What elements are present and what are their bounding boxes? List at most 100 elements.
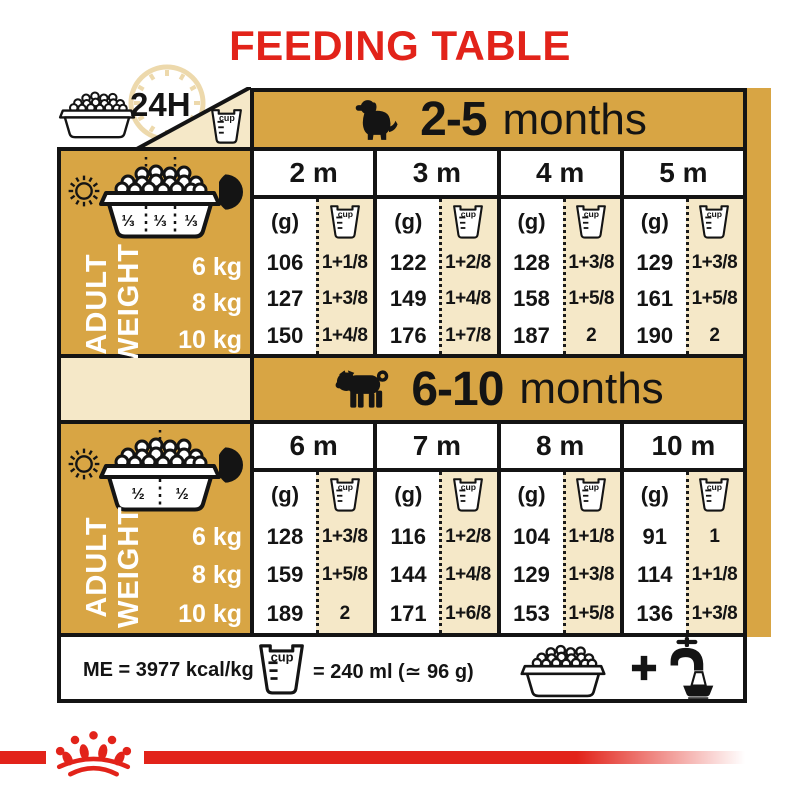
- sun-icon: [65, 172, 103, 210]
- cups-value: 1+1/8: [691, 564, 738, 586]
- cups-value: 1: [709, 526, 720, 548]
- section1-left-panel: ⅓ ⅓ ⅓ ADULT WEIGHT 6 kg 8 kg 10 kg: [57, 147, 250, 365]
- cups-value: 1+3/8: [691, 602, 738, 624]
- measuring-cup-icon: cup: [329, 202, 360, 242]
- grams-value: 127: [266, 286, 304, 312]
- month-label: 2 m: [254, 151, 374, 195]
- adult-pug-icon: [333, 368, 395, 410]
- grams-value: 161: [636, 286, 674, 312]
- cups-value: 2: [709, 324, 720, 346]
- grams-value: 187: [513, 322, 550, 348]
- svg-text:cup: cup: [337, 482, 352, 492]
- grams-value: 129: [513, 562, 550, 588]
- age-range: 2-5: [420, 93, 487, 146]
- grams-value: 116: [390, 524, 427, 550]
- red-stripe-right: [144, 751, 745, 764]
- age-range-unit: months: [502, 94, 647, 144]
- svg-text:cup: cup: [584, 209, 599, 219]
- measuring-cup-icon: cup: [576, 202, 607, 242]
- grams-value: 122: [389, 250, 427, 276]
- cups-value: 1+5/8: [568, 288, 614, 310]
- cups-value: 1+3/8: [321, 288, 368, 310]
- weight-row-label: 8 kg: [191, 289, 242, 317]
- section-header-2-5-months: 2-5 months: [250, 88, 747, 151]
- svg-text:cup: cup: [219, 113, 235, 123]
- food-bowl-icon: [56, 88, 138, 140]
- grams-unit-label: (g): [640, 209, 669, 234]
- grams-value: 171: [389, 600, 427, 626]
- measuring-cup-icon: cup: [452, 202, 483, 242]
- grams-value: 128: [513, 250, 550, 276]
- grams-value: 149: [389, 286, 427, 312]
- royal-canin-crown-logo: [45, 727, 142, 777]
- cups-value: 1+2/8: [445, 252, 491, 274]
- weight-row-label: 6 kg: [191, 523, 242, 551]
- portion-label: ⅓: [184, 213, 197, 230]
- grams-value: 128: [266, 524, 304, 550]
- weight-row-label: 10 kg: [178, 600, 242, 628]
- svg-text:cup: cup: [707, 209, 722, 219]
- month-label: 5 m: [623, 151, 743, 195]
- grams-value: 129: [636, 250, 674, 276]
- cups-value: 1+3/8: [691, 252, 738, 274]
- section-header-6-10-months: 6-10 months: [250, 358, 747, 424]
- age-range-unit: months: [519, 364, 664, 413]
- grams-value: 114: [637, 562, 673, 588]
- red-stripe-left: [0, 751, 46, 764]
- section2-month-row: 6 m 7 m 8 m 10 m: [250, 424, 747, 472]
- weight-row-label: 8 kg: [191, 561, 242, 589]
- grams-value: 176: [389, 322, 427, 348]
- cups-value: 1+2/8: [445, 526, 491, 548]
- portion-label: ⅓: [121, 213, 134, 230]
- cups-value: 1+1/8: [321, 252, 368, 274]
- cups-value: 1+3/8: [568, 252, 614, 274]
- cups-value: 1+4/8: [321, 324, 368, 346]
- portion-bowl-thirds: ⅓ ⅓ ⅓: [99, 157, 221, 239]
- grams-value: 104: [513, 524, 550, 550]
- metabolizable-energy-label: ME = 3977 kcal/kg: [83, 659, 254, 681]
- month-label: 7 m: [377, 424, 497, 468]
- month-label: 10 m: [623, 424, 743, 468]
- cups-value: 1+4/8: [445, 564, 491, 586]
- sun-icon: [65, 445, 103, 483]
- svg-text:cup: cup: [271, 650, 294, 665]
- grams-unit-label: (g): [270, 209, 300, 234]
- measuring-cup-icon: cup: [452, 475, 483, 515]
- puppy-icon: [350, 98, 404, 142]
- grams-value: 136: [636, 600, 674, 626]
- month-data-cell: (g) cup 128 1+3/8 158 1+5/8 187 2: [500, 199, 620, 354]
- plus-icon: [631, 655, 657, 681]
- month-data-cell: (g) cup 129 1+3/8 161 1+5/8 190 2: [623, 199, 743, 354]
- cups-value: 1+6/8: [445, 602, 491, 624]
- grams-unit-label: (g): [394, 209, 423, 234]
- water-tap-icon: [661, 637, 717, 699]
- section2-left-panel: ½ ½ ADULT WEIGHT 6 kg 8 kg 10 kg: [57, 424, 250, 637]
- portion-label: ⅓: [153, 213, 166, 230]
- grams-value: 159: [266, 562, 304, 588]
- cups-value: 1+5/8: [321, 564, 368, 586]
- month-data-cell: (g) cup 116 1+2/8 144 1+4/8 171 1+6/8: [377, 472, 497, 633]
- section1-month-row: 2 m 3 m 4 m 5 m: [250, 151, 747, 199]
- section2-data-grid: (g) cup 128 1+3/8 159 1+5/8 189 2 (g) cu…: [250, 472, 747, 637]
- grams-value: 150: [266, 322, 304, 348]
- measuring-cup-icon: cup: [699, 475, 730, 515]
- section1-data-grid: (g) cup 106 1+1/8 127 1+3/8 150 1+4/8 (g…: [250, 199, 747, 358]
- moon-icon: [219, 446, 243, 484]
- age-range: 6-10: [411, 362, 504, 416]
- grams-unit-label: (g): [394, 482, 423, 507]
- month-data-cell: (g) cup 122 1+2/8 149 1+4/8 176 1+7/8: [377, 199, 497, 354]
- measuring-cup-icon: cup: [211, 106, 242, 147]
- svg-text:cup: cup: [584, 482, 599, 492]
- measuring-cup-icon: cup: [699, 202, 730, 242]
- gold-frame-strip: [747, 88, 771, 637]
- food-bowl-icon: [505, 641, 621, 699]
- month-data-cell: (g) cup 104 1+1/8 129 1+3/8 153 1+5/8: [500, 472, 620, 633]
- portion-label: ½: [131, 486, 144, 503]
- cups-value: 1+5/8: [691, 288, 738, 310]
- grams-unit-label: (g): [270, 482, 300, 507]
- measuring-cup-icon: cup: [329, 475, 360, 515]
- grams-unit-label: (g): [517, 209, 546, 234]
- portion-label: ½: [175, 486, 188, 503]
- weight-row-label: 6 kg: [191, 253, 242, 281]
